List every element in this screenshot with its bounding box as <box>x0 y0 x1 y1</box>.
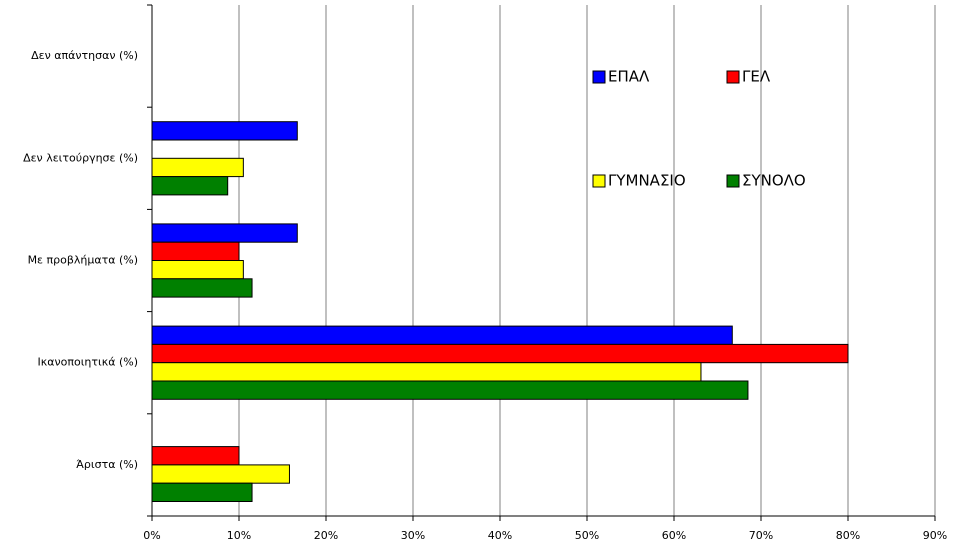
x-tick-label: 90% <box>923 529 947 542</box>
bar <box>151 241 240 261</box>
bar <box>151 223 298 243</box>
legend-swatch <box>726 70 740 84</box>
y-tick-label: Δεν λειτούργησε (%) <box>23 151 138 164</box>
y-tick-label: Άριστα (%) <box>76 458 138 471</box>
bar <box>151 343 849 364</box>
bar <box>151 464 290 484</box>
legend-swatch <box>592 70 606 84</box>
legend-label: ΓΕΛ <box>742 68 771 86</box>
x-tick-label: 70% <box>749 529 773 542</box>
legend-swatch <box>592 174 606 188</box>
legend-label: ΓΥΜΝΑΣΙΟ <box>608 172 686 190</box>
x-tick-label: 20% <box>314 529 338 542</box>
x-tick-label: 80% <box>836 529 860 542</box>
x-tick-label: 30% <box>401 529 425 542</box>
bar <box>151 278 253 298</box>
legend-label: ΕΠΑΛ <box>608 68 650 86</box>
legend-swatch <box>726 174 740 188</box>
legend-label: ΣΥΝΟΛΟ <box>742 172 806 190</box>
bar <box>151 260 244 280</box>
x-tick-label: 60% <box>662 529 686 542</box>
y-tick-label: Δεν απάντησαν (%) <box>31 49 138 62</box>
y-tick-label: Με προβλήματα (%) <box>28 254 138 267</box>
x-tick-label: 50% <box>575 529 599 542</box>
bar <box>151 482 253 503</box>
bar <box>151 446 240 466</box>
x-tick-label: 0% <box>143 529 160 542</box>
x-tick-label: 10% <box>227 529 251 542</box>
bar <box>151 380 749 400</box>
bar <box>151 325 733 345</box>
bar <box>151 176 229 196</box>
y-tick-label: Ικανοποιητικά (%) <box>37 356 138 369</box>
bar <box>151 121 298 141</box>
x-tick-label: 40% <box>488 529 512 542</box>
bar <box>151 362 702 382</box>
bar <box>151 157 244 178</box>
